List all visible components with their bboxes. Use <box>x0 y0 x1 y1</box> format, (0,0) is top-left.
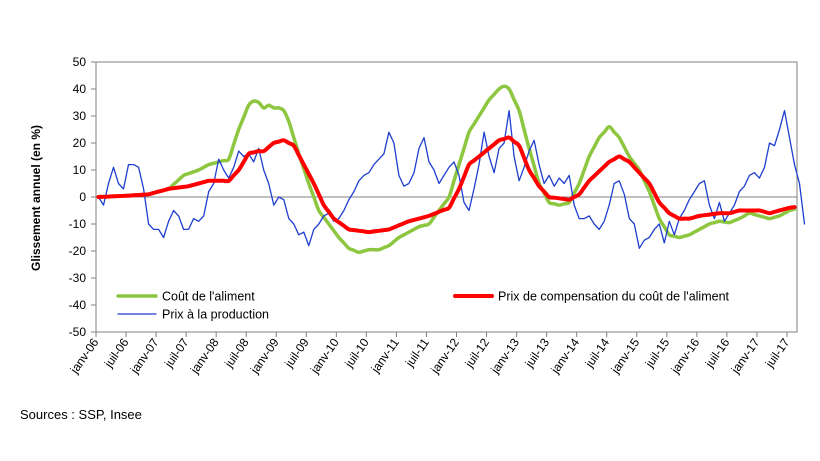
y-tick-label: 50 <box>73 55 87 69</box>
legend-label: Coût de l'aliment <box>162 290 255 304</box>
series-line-prix-compensation <box>96 135 797 235</box>
x-tick-label: janv-13 <box>487 335 522 376</box>
legend: Coût de l'aliment Prix de compensation du… <box>116 290 730 322</box>
x-tick-label: janv-14 <box>548 335 583 376</box>
x-tick-label: juil-12 <box>462 335 493 370</box>
x-tick-label: juil-14 <box>582 335 613 370</box>
x-tick-label: janv-11 <box>368 335 402 376</box>
y-tick-label: 20 <box>73 136 87 150</box>
y-tick-label: -30 <box>69 271 87 285</box>
x-tick-label: janv-06 <box>67 335 102 376</box>
y-tick-label: 10 <box>73 163 87 177</box>
x-tick-label: juil-13 <box>522 335 553 370</box>
y-axis-label: Glissement annuel (en %) <box>29 125 43 271</box>
y-tick-label: 40 <box>73 82 87 96</box>
legend-label: Prix à la production <box>162 308 269 322</box>
series-line-cout-aliment <box>96 84 797 255</box>
x-tick-label: juil-16 <box>702 335 733 370</box>
series-layer <box>96 84 806 255</box>
x-tick-label: juil-10 <box>341 335 372 370</box>
x-tick-label: janv-09 <box>247 335 282 376</box>
y-tick-label: -40 <box>69 298 87 312</box>
x-tick-label: juil-06 <box>101 335 132 370</box>
y-axis: -50 -40 -30 -20 -10 0 10 20 30 40 50 <box>69 55 96 339</box>
y-tick-label: 30 <box>73 109 87 123</box>
x-tick-label: juil-09 <box>281 335 312 370</box>
x-tick-label: juil-11 <box>402 335 432 370</box>
x-tick-label: janv-17 <box>728 335 763 376</box>
x-tick-label: janv-16 <box>668 335 703 376</box>
source-note: Sources : SSP, Insee <box>20 407 142 422</box>
y-axis-title: Glissement annuel (en %) <box>29 125 43 271</box>
x-tick-label: juil-17 <box>762 335 793 370</box>
x-tick-label: janv-10 <box>307 335 342 376</box>
y-tick-label: -10 <box>69 217 87 231</box>
y-tick-label: 0 <box>79 190 86 204</box>
series-line-prix-production <box>97 109 806 249</box>
x-tick-label: janv-08 <box>187 335 222 376</box>
y-tick-label: -50 <box>69 325 87 339</box>
x-tick-label: janv-12 <box>427 335 462 376</box>
x-tick-label: juil-15 <box>642 335 673 370</box>
x-tick-label: juil-07 <box>161 335 192 370</box>
legend-label: Prix de compensation du coût de l'alimen… <box>498 290 730 304</box>
y-tick-label: -20 <box>69 244 87 258</box>
x-tick-label: janv-07 <box>127 335 162 376</box>
x-tick-label: juil-08 <box>221 335 252 370</box>
x-tick-label: janv-15 <box>608 335 643 376</box>
